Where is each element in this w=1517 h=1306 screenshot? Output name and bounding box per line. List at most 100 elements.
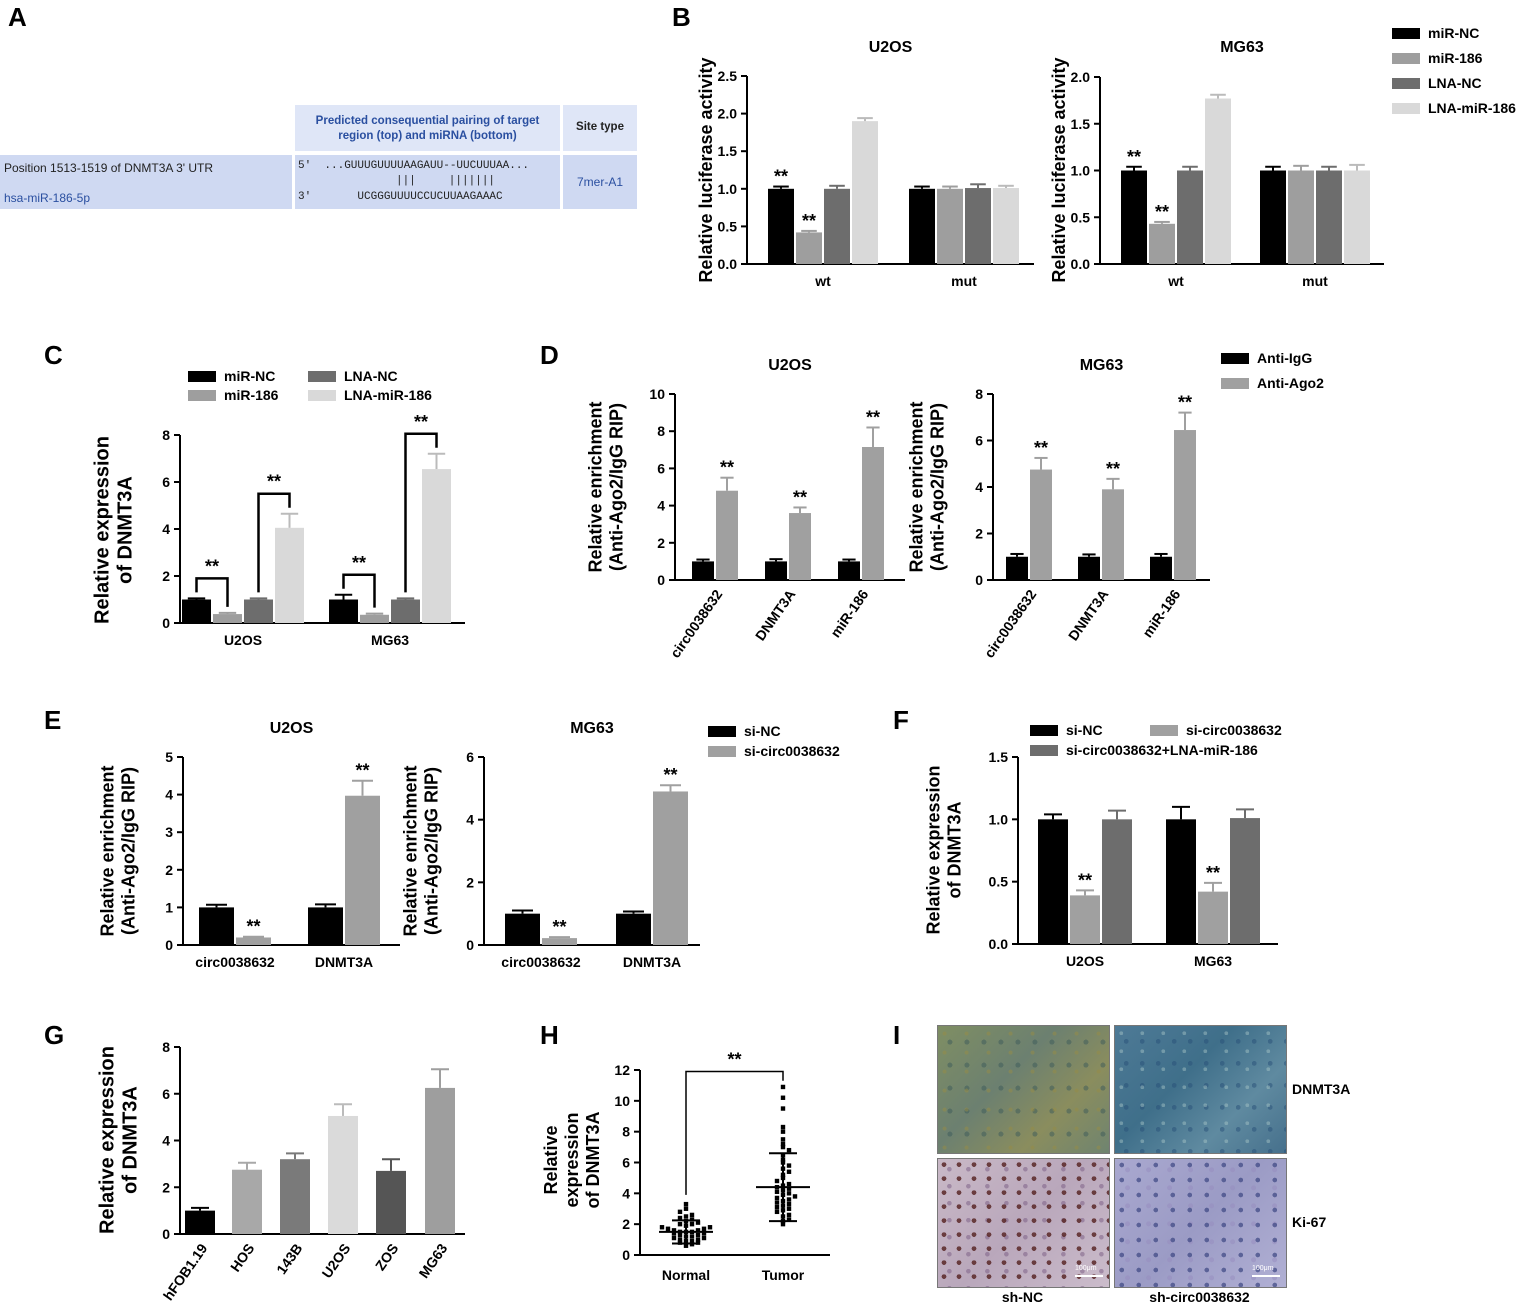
e1-bar: [308, 907, 343, 945]
d-legend-label: Anti-Ago2: [1257, 375, 1324, 391]
col-label-sh-circ: sh-circ0038632: [1149, 1289, 1250, 1305]
e1-bar: [236, 937, 271, 945]
e1-y-label: Relative enrichment: [98, 765, 118, 936]
e-legend-swatch: [708, 726, 736, 737]
d1-y-tick-label: 4: [657, 498, 665, 514]
d2-y-tick-label: 2: [975, 526, 983, 542]
h-y-tick-label: 8: [622, 1124, 630, 1140]
b1-y-tick-label: 0.0: [718, 256, 738, 272]
h-data-point: [774, 1200, 780, 1205]
panel-letter-h: H: [540, 1020, 559, 1050]
h-data-point: [671, 1235, 677, 1241]
h-data-point: [786, 1147, 792, 1153]
c-y-tick-label: 0: [162, 615, 170, 631]
f-y-label: of DNMT3A: [945, 802, 965, 899]
micrograph-dnmt3a-sh-nc: [937, 1025, 1110, 1154]
g-bar: [280, 1159, 310, 1234]
h-data-point: [786, 1201, 792, 1207]
b1-title: U2OS: [869, 39, 913, 56]
b2-title: MG63: [1220, 39, 1264, 56]
g-y-tick-label: 6: [162, 1086, 170, 1102]
panel-letter-f: F: [893, 705, 909, 735]
panel-letter-a: A: [8, 2, 27, 32]
d2-x-tick-label: DNMT3A: [1065, 587, 1112, 644]
g-x-tick-label: MG63: [415, 1240, 450, 1281]
g-y-tick-label: 2: [162, 1179, 170, 1195]
h-x-tick-label: Tumor: [762, 1267, 805, 1283]
h-data-point: [707, 1225, 713, 1230]
scale-bar-label-left: 100μm: [1075, 1265, 1097, 1272]
c-bar: [182, 599, 211, 623]
h-data-point: [780, 1124, 786, 1130]
panel-letter-g: G: [44, 1020, 65, 1050]
b1-y-tick-label: 1.5: [718, 143, 738, 159]
d1-bar: [716, 490, 738, 580]
b-legend-swatch: [1392, 53, 1420, 64]
b2-y-tick-label: 1.5: [1071, 116, 1091, 132]
b-legend-label: miR-NC: [1428, 25, 1479, 41]
e2-y-label: (Anti-Ago2/IgG RIP): [422, 767, 442, 935]
e1-significance: **: [246, 917, 260, 937]
b1-y-tick-label: 1.0: [718, 181, 738, 197]
g-y-tick-label: 8: [162, 1039, 170, 1055]
d2-bar: [1006, 556, 1028, 580]
d1-y-tick-label: 0: [657, 572, 665, 588]
h-data-point: [689, 1234, 695, 1239]
g-bar: [376, 1170, 406, 1234]
e1-x-tick-label: DNMT3A: [315, 954, 373, 970]
f-bar: [1230, 818, 1260, 944]
f-bar: [1102, 819, 1132, 944]
h-y-tick-label: 2: [622, 1216, 630, 1232]
d2-bar: [1174, 430, 1196, 580]
micrograph-ki67-sh-nc: [937, 1158, 1110, 1288]
scale-bar-label-right: 100μm: [1252, 1265, 1274, 1272]
d2-y-tick-label: 8: [975, 386, 983, 402]
d-legend-label: Anti-IgG: [1257, 350, 1312, 366]
row-label-ki67: Ki-67: [1292, 1214, 1327, 1230]
b-legend-label: LNA-miR-186: [1428, 100, 1516, 116]
c-legend-swatch: [188, 371, 216, 382]
b1-significance: **: [802, 211, 816, 231]
c-legend-swatch: [308, 390, 336, 401]
b2-bar: [1205, 98, 1231, 264]
h-data-point: [671, 1228, 677, 1233]
e2-significance: **: [552, 917, 566, 937]
f-legend-label: si-circ0038632+LNA-miR-186: [1066, 742, 1258, 758]
h-y-tick-label: 12: [614, 1062, 630, 1078]
h-y-label: expression: [562, 1112, 582, 1207]
c-bar: [360, 614, 389, 623]
h-data-point: [677, 1221, 683, 1227]
h-data-point: [659, 1225, 665, 1230]
b1-bar: [768, 188, 794, 264]
c-y-label: of DNMT3A: [115, 476, 137, 584]
c-legend-swatch: [188, 390, 216, 401]
e1-y-tick-label: 0: [165, 937, 173, 953]
e2-bar: [505, 913, 540, 945]
d-legend-swatch: [1221, 353, 1249, 364]
e2-significance: **: [663, 765, 677, 785]
d1-significance: **: [720, 458, 734, 478]
h-data-point: [792, 1194, 798, 1199]
b2-significance: **: [1127, 147, 1141, 167]
e2-bar: [616, 913, 651, 945]
g-bar: [232, 1169, 262, 1234]
h-data-point: [780, 1129, 786, 1134]
panel-letter-i: I: [893, 1020, 901, 1050]
b2-bar: [1177, 170, 1203, 264]
b1-x-tick-label: mut: [951, 273, 977, 289]
d1-bar: [692, 561, 714, 580]
h-y-label: Relative: [541, 1125, 561, 1194]
b2-bar: [1260, 170, 1286, 264]
g-bar: [185, 1210, 215, 1234]
b-legend-label: miR-186: [1428, 50, 1483, 66]
h-data-point: [780, 1095, 786, 1100]
d1-y-tick-label: 6: [657, 460, 665, 476]
c-y-tick-label: 4: [162, 521, 170, 537]
c-bracket-label: **: [414, 412, 428, 432]
sequence-cell: [295, 155, 560, 209]
e2-bar: [542, 938, 577, 945]
c-bar: [329, 599, 358, 623]
h-data-point: [786, 1212, 792, 1218]
f-y-tick-label: 1.5: [989, 749, 1009, 765]
